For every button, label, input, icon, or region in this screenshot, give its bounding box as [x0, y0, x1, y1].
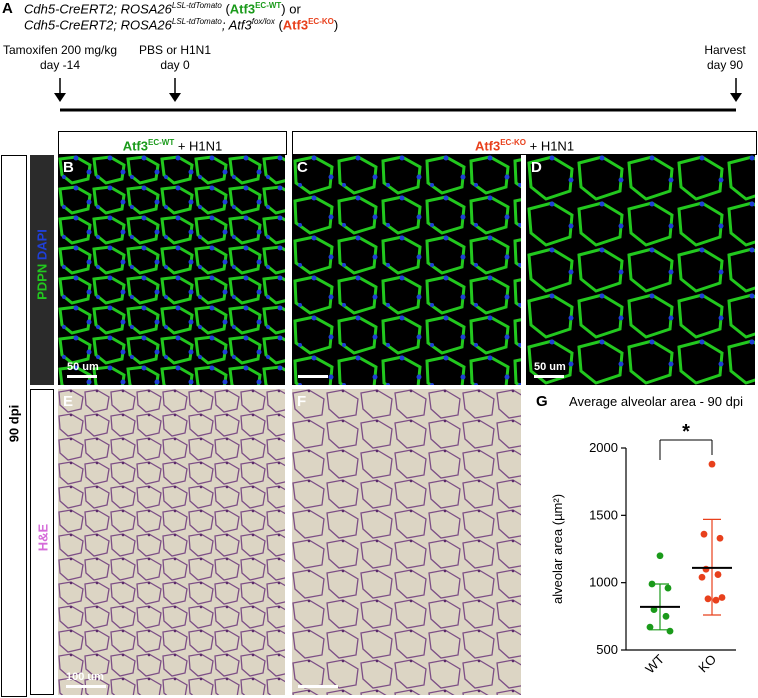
dpi-label: 90 dpi [6, 404, 22, 443]
header-wt-h1n1: Atf3EC-WT + H1N1 [58, 131, 287, 155]
data-point-wt [666, 627, 674, 635]
if-tissue-pattern-c [292, 155, 521, 385]
timeline-label-harvest: Harvest day 90 [704, 43, 746, 72]
y-tick-label: 1500 [589, 507, 618, 522]
timeline-arrowhead-harvest [730, 93, 742, 102]
x-tick-label-ko: KO [695, 652, 719, 676]
data-point-ko [704, 595, 712, 603]
chart-g: 500 1000 1500 2000 alveolar area (µm²) WT KO * [550, 421, 736, 676]
data-point-wt [656, 552, 664, 560]
data-point-ko [698, 573, 706, 581]
panel-letter-d: D [531, 159, 542, 176]
chart-title: Average alveolar area - 90 dpi [569, 394, 743, 409]
scalebar-c [298, 375, 328, 378]
data-point-wt [664, 584, 672, 592]
he-label-bar: H&E [30, 389, 54, 695]
he-stain-label: H&E [35, 523, 51, 552]
y-tick-label: 500 [596, 642, 618, 657]
he-tissue-pattern-e [58, 389, 285, 695]
data-point-ko [708, 460, 716, 468]
data-point-wt [662, 612, 670, 620]
data-point-ko [718, 594, 726, 601]
y-axis-label: alveolar area (µm²) [550, 494, 565, 604]
panel-a: A Cdh5-CreERT2; ROSA26LSL-tdTomato (Atf3… [0, 0, 758, 120]
if-image-b: B 50 um [58, 155, 285, 385]
data-point-ko [700, 530, 708, 538]
scalebar-e [66, 685, 106, 688]
dpi-label-box: 90 dpi [1, 155, 27, 697]
genotype-line-1: Cdh5-CreERT2; ROSA26LSL-tdTomato (Atf3EC… [24, 1, 301, 17]
significance-marker: * [682, 421, 690, 443]
if-tissue-pattern-d [526, 155, 755, 385]
data-point-ko [716, 534, 724, 542]
data-point-ko [714, 571, 722, 578]
panel-letter-f: F [297, 393, 307, 410]
scalebar-label-b: 50 um [67, 361, 99, 373]
if-tissue-pattern-b [58, 155, 285, 385]
he-tissue-pattern-f [292, 389, 521, 695]
panel-letter-a: A [2, 0, 13, 17]
scalebar-label-d: 50 um [534, 361, 566, 373]
scalebar-f [298, 685, 338, 688]
panel-letter-c: C [297, 159, 308, 176]
if-label-bar: PDPN DAPI [30, 155, 54, 385]
if-stain-label: PDPN DAPI [34, 229, 50, 300]
if-image-d: D 50 um [526, 155, 755, 385]
data-point-wt [646, 623, 654, 631]
timeline-label-tamoxifen: Tamoxifen 200 mg/kg day -14 [2, 43, 118, 72]
data-point-wt [648, 580, 656, 588]
x-tick-label-wt: WT [642, 651, 667, 676]
header-ko-h1n1: Atf3EC-KO + H1N1 [292, 131, 757, 155]
scalebar-label-e: 100 um [66, 671, 104, 683]
data-point-ko [702, 565, 710, 573]
timeline-graphic [54, 78, 742, 112]
data-point-ko [712, 596, 720, 604]
genotype-line-2: Cdh5-CreERT2; ROSA26LSL-tdTomato; Atf3fo… [24, 17, 339, 33]
if-image-c: C [292, 155, 521, 385]
panel-letter-g: G [536, 393, 548, 410]
he-image-e: E 100 um [58, 389, 285, 695]
timeline-label-infection: PBS or H1N1 day 0 [138, 43, 212, 72]
panel-letter-b: B [63, 159, 74, 176]
scalebar-d [534, 375, 564, 378]
y-tick-label: 1000 [589, 575, 618, 590]
timeline-arrowhead-infection [169, 93, 181, 102]
scalebar-b [67, 375, 97, 378]
y-tick-label: 2000 [589, 440, 618, 455]
panel-letter-e: E [63, 393, 74, 410]
he-image-f: F [292, 389, 521, 695]
timeline-arrowhead-tamoxifen [54, 93, 66, 102]
